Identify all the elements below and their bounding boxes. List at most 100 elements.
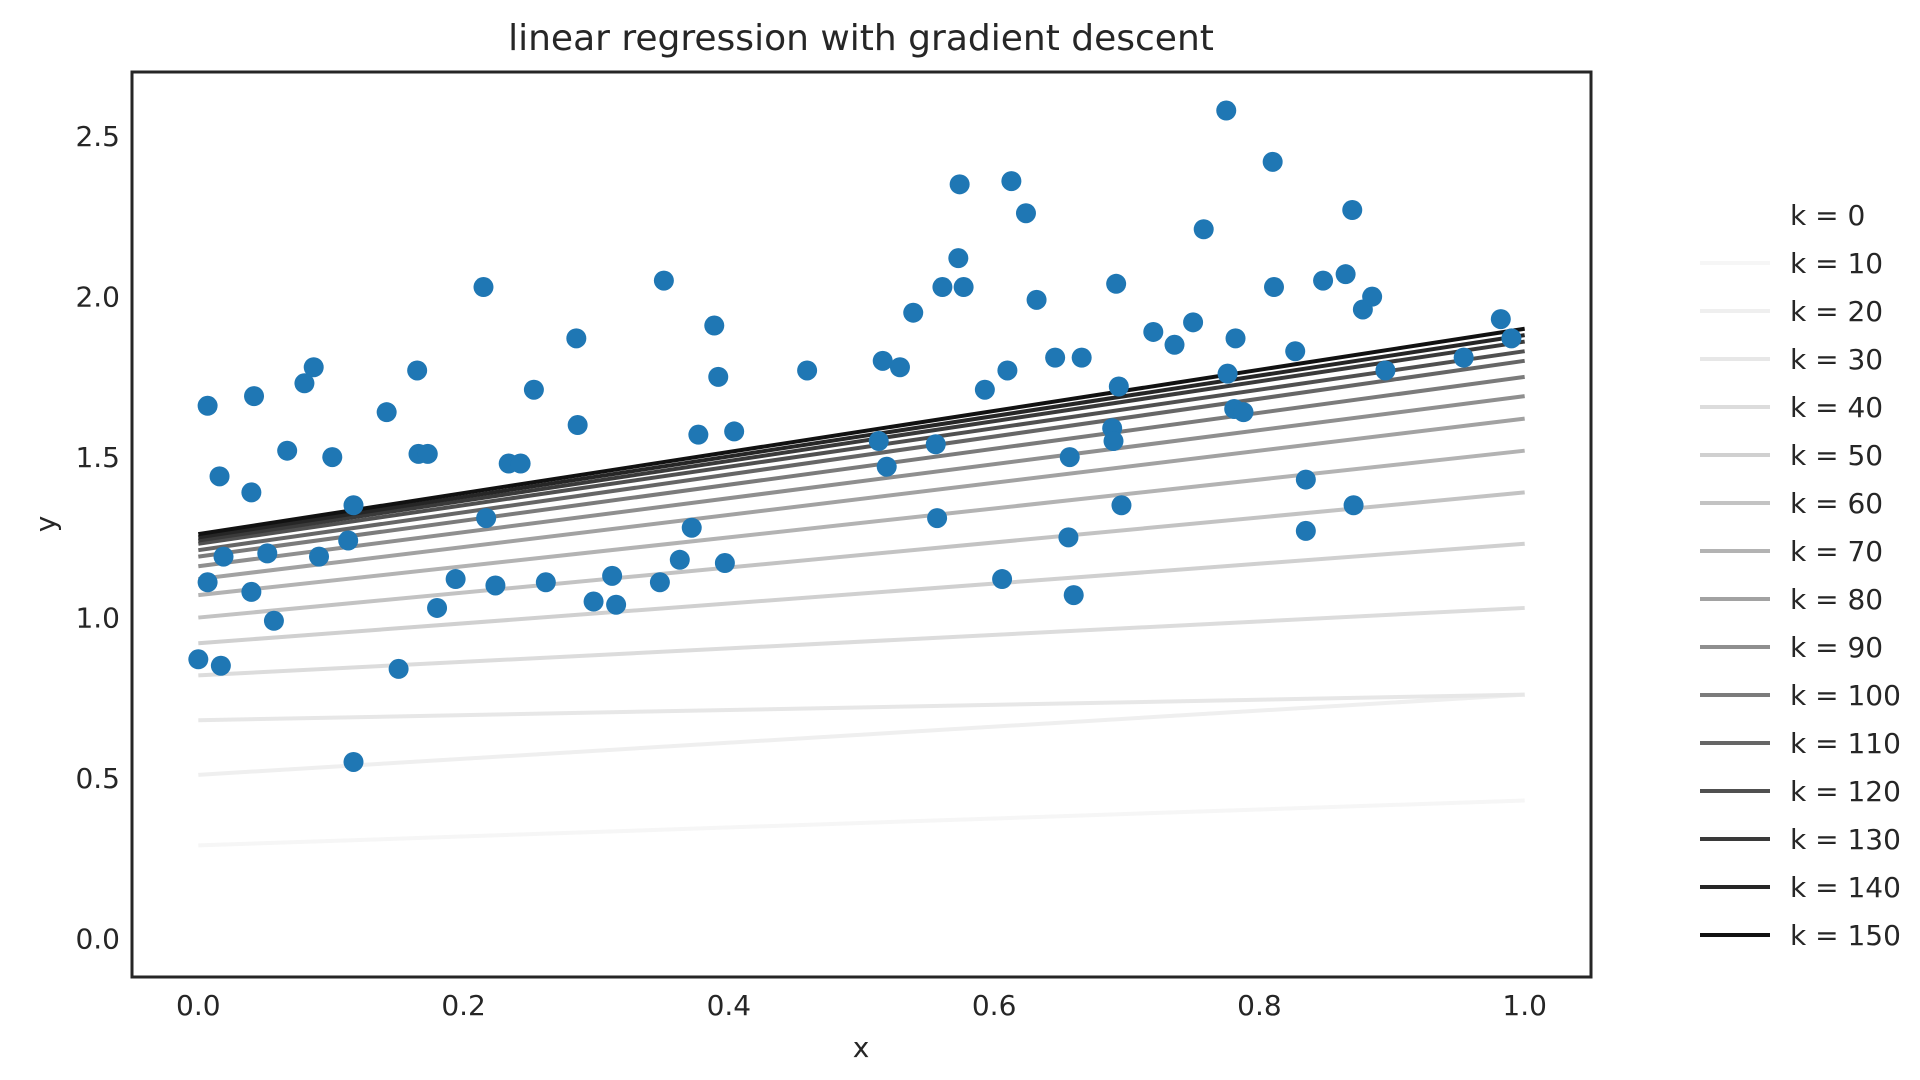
legend-label: k = 50 [1790,439,1883,472]
legend-entry: k = 20 [1700,295,1883,328]
data-point [294,373,315,394]
data-point [1071,347,1092,368]
regression-line-15 [198,326,1525,537]
data-point [1063,585,1084,606]
regression-line-2 [198,692,1525,777]
data-point [388,658,409,679]
data-point [188,649,209,670]
data-point [927,508,948,529]
data-point [1111,495,1132,516]
regression-line-9 [198,394,1525,569]
data-point [1285,341,1306,362]
regression-line-12 [198,349,1525,546]
x-tick-label: 0.6 [972,989,1017,1022]
data-point [1295,469,1316,490]
data-point [1375,360,1396,381]
data-point [1217,363,1238,384]
data-point [407,360,428,381]
data-point [309,546,330,567]
legend-label: k = 130 [1790,823,1901,856]
data-point [876,456,897,477]
chart-title: linear regression with gradient descent [508,18,1214,59]
data-point [1193,219,1214,240]
legend-label: k = 150 [1790,919,1901,952]
data-point [932,277,953,298]
data-point [1216,100,1237,121]
data-point [953,277,974,298]
data-point [903,302,924,323]
data-point [669,549,690,570]
legend-entry: k = 30 [1700,343,1883,376]
legend-label: k = 110 [1790,727,1901,760]
data-point [583,591,604,612]
regression-line-11 [198,358,1525,553]
data-point [376,402,397,423]
regression-lines [198,326,1525,941]
regression-line-3 [198,692,1525,723]
legend-entry: k = 130 [1700,823,1901,856]
legend-entry: k = 100 [1700,679,1901,712]
regression-line-1 [198,798,1525,848]
legend-label: k = 70 [1790,535,1883,568]
regression-line-10 [198,374,1525,559]
data-point [1164,334,1185,355]
data-point [1313,270,1334,291]
data-point [1335,264,1356,285]
data-point [1342,199,1363,220]
legend-label: k = 140 [1790,871,1901,904]
data-point [510,453,531,474]
x-tick-label: 0.4 [707,989,752,1022]
legend-label: k = 90 [1790,631,1883,664]
data-point [1490,309,1511,330]
data-point [473,277,494,298]
data-points [188,100,1522,772]
plot-frame [130,70,1593,979]
y-tick-label: 0.0 [75,922,120,955]
data-point [948,248,969,269]
regression-line-5 [198,541,1525,646]
legend-label: k = 20 [1790,295,1883,328]
y-tick-label: 2.5 [75,120,120,153]
data-point [1106,273,1127,294]
legend: k = 0 k = 10 k = 20 k = 30 k = 40 k = 50 k = 6… [1700,199,1901,952]
data-point [1026,289,1047,310]
legend-label: k = 30 [1790,343,1883,376]
data-point [1059,447,1080,468]
data-point [241,581,262,602]
data-point [889,357,910,378]
data-point [724,421,745,442]
y-tick-label: 0.5 [75,762,120,795]
legend-entry: k = 120 [1700,775,1901,808]
data-point [1015,203,1036,224]
data-point [343,751,364,772]
x-tick-label: 0.8 [1237,989,1282,1022]
data-point [210,655,231,676]
data-point [1058,527,1079,548]
legend-entry: k = 10 [1700,247,1883,280]
legend-entry: k = 140 [1700,871,1901,904]
regression-line-4 [198,605,1525,678]
legend-entry: k = 40 [1700,391,1883,424]
legend-label: k = 80 [1790,583,1883,616]
y-axis-label: y [29,516,62,533]
data-point [708,366,729,387]
legend-label: k = 40 [1790,391,1883,424]
data-point [263,610,284,631]
data-point [688,424,709,445]
data-point [997,360,1018,381]
data-point [241,482,262,503]
data-point [322,447,343,468]
y-axis-ticks: 0.0 0.5 1.0 1.5 2.0 2.5 [75,120,120,955]
data-point [523,379,544,400]
data-point [1262,151,1283,172]
data-point [566,328,587,349]
regression-line-13 [198,339,1525,543]
x-axis-ticks: 0.0 0.2 0.4 0.6 0.8 1.0 [176,989,1547,1022]
data-point [606,594,627,615]
data-point [653,270,674,291]
data-point [714,553,735,574]
legend-entry: k = 50 [1700,439,1883,472]
data-point [1225,328,1246,349]
data-point [1362,286,1383,307]
